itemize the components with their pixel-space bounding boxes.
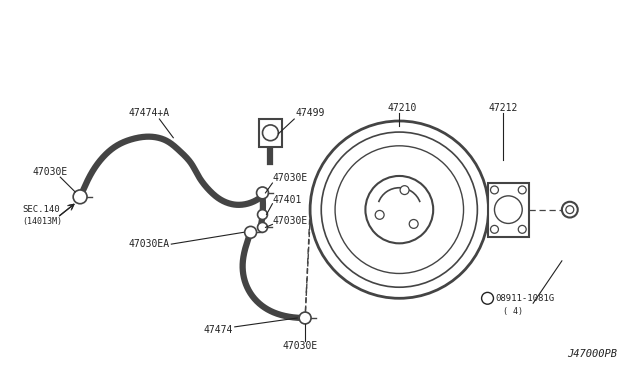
Bar (488, 183, 529, 237)
Circle shape (400, 186, 409, 195)
Text: SEC.140: SEC.140 (22, 205, 60, 214)
Text: 08911-1081G: 08911-1081G (495, 294, 555, 303)
Circle shape (518, 186, 526, 194)
Text: 47474+A: 47474+A (129, 108, 170, 118)
Text: 47499: 47499 (295, 108, 324, 118)
Circle shape (566, 206, 574, 214)
Text: 47030E: 47030E (273, 217, 308, 227)
Text: ( 4): ( 4) (504, 307, 524, 315)
Circle shape (335, 146, 463, 273)
Circle shape (257, 222, 268, 232)
Circle shape (562, 202, 578, 218)
Circle shape (518, 225, 526, 233)
Circle shape (73, 190, 87, 204)
Text: (14013M): (14013M) (22, 217, 63, 226)
Text: 47030E: 47030E (282, 341, 318, 350)
Bar (259, 119, 282, 147)
Circle shape (490, 225, 499, 233)
Text: 47212: 47212 (488, 103, 518, 113)
Text: N: N (485, 296, 490, 301)
Text: J47000PB: J47000PB (568, 349, 618, 359)
Circle shape (481, 292, 493, 304)
Text: 47030E: 47030E (33, 167, 68, 177)
Text: 47474: 47474 (204, 325, 233, 335)
Circle shape (490, 186, 499, 194)
Circle shape (244, 227, 257, 238)
Text: 47210: 47210 (387, 103, 417, 113)
Circle shape (321, 132, 477, 287)
Circle shape (375, 211, 384, 219)
Circle shape (365, 176, 433, 243)
Text: 47030E: 47030E (273, 173, 308, 183)
Circle shape (495, 196, 522, 224)
Circle shape (299, 312, 311, 324)
Circle shape (257, 210, 268, 219)
Circle shape (257, 187, 268, 199)
Text: 47030EA: 47030EA (128, 239, 170, 249)
Circle shape (310, 121, 488, 298)
Circle shape (262, 125, 278, 141)
Text: 47401: 47401 (273, 195, 302, 205)
Circle shape (409, 219, 418, 228)
